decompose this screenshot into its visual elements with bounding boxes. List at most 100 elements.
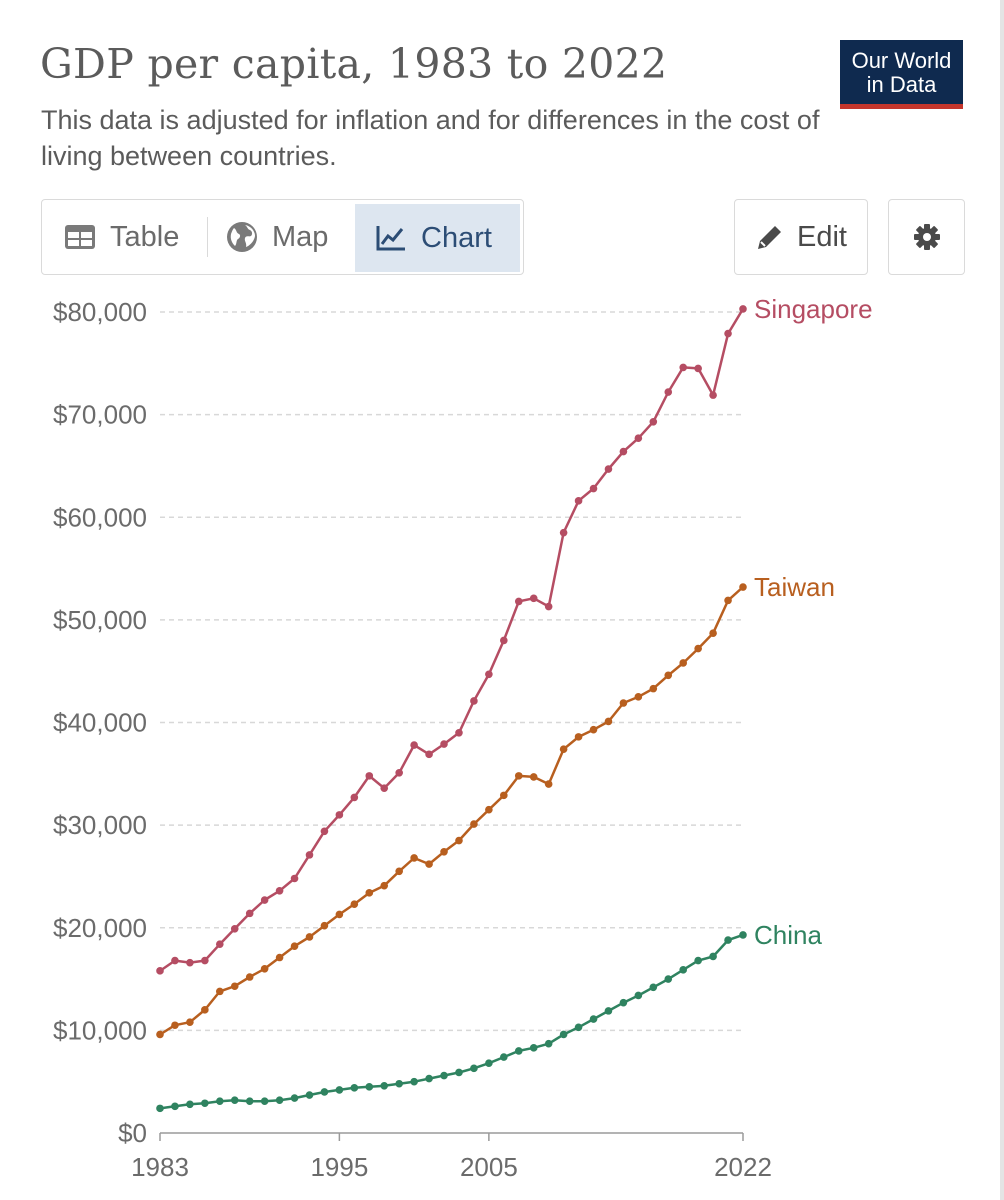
y-tick-label: $80,000	[53, 297, 147, 327]
data-point-singapore	[739, 305, 747, 313]
data-point-singapore	[664, 388, 673, 396]
data-point-singapore	[365, 772, 374, 780]
owid-logo[interactable]: Our World in Data	[840, 40, 963, 109]
series-label-singapore: Singapore	[754, 294, 873, 324]
data-point-china	[604, 1007, 613, 1015]
data-point-china	[544, 1039, 553, 1048]
data-point-singapore	[485, 670, 493, 679]
tab-chart[interactable]: Chart	[355, 204, 520, 272]
chart-subtitle: This data is adjusted for inflation and …	[41, 105, 820, 171]
edit-button-label: Edit	[797, 220, 847, 253]
data-point-taiwan	[500, 791, 508, 800]
data-point-china	[275, 1096, 284, 1104]
line-chart-icon	[376, 226, 405, 251]
data-point-singapore	[290, 874, 299, 883]
data-point-singapore	[230, 924, 239, 933]
logo-line-1: Our World	[851, 48, 952, 73]
view-tabs: Table Map Chart	[41, 199, 524, 275]
data-point-taiwan	[649, 684, 658, 693]
data-point-taiwan	[485, 805, 493, 814]
y-tick-label: $60,000	[53, 502, 147, 532]
table-icon	[65, 225, 95, 249]
x-tick-label: 1983	[131, 1152, 189, 1182]
x-tick-label: 1995	[310, 1152, 368, 1182]
data-point-taiwan	[365, 889, 374, 897]
data-point-taiwan	[290, 942, 299, 951]
data-point-taiwan	[230, 982, 239, 991]
data-point-taiwan	[619, 699, 628, 707]
data-point-singapore	[694, 364, 702, 373]
data-point-china	[440, 1071, 448, 1080]
data-point-china	[410, 1077, 418, 1086]
data-point-china	[215, 1097, 224, 1105]
data-point-china	[514, 1047, 523, 1055]
data-point-china	[156, 1104, 164, 1113]
line-chart: $0 $10,000 $20,000 $30,000 $40,000 $50,000 $60…	[53, 294, 873, 1182]
data-point-china	[470, 1064, 478, 1073]
data-point-taiwan	[380, 881, 389, 890]
edit-button[interactable]: Edit	[734, 199, 868, 275]
data-point-china	[290, 1094, 299, 1102]
data-point-singapore	[335, 811, 344, 819]
data-point-taiwan	[440, 848, 448, 856]
data-point-taiwan	[709, 629, 717, 638]
data-point-singapore	[425, 750, 433, 759]
pencil-icon	[758, 226, 781, 249]
data-point-china	[425, 1074, 433, 1083]
y-tick-label: $20,000	[53, 913, 147, 943]
data-point-taiwan	[455, 836, 463, 845]
data-point-china	[485, 1059, 493, 1068]
tab-table[interactable]: Table	[64, 200, 179, 274]
data-point-taiwan	[634, 693, 643, 701]
data-point-singapore	[679, 363, 688, 372]
tab-map[interactable]: Map	[226, 200, 328, 274]
data-point-singapore	[260, 896, 269, 904]
data-point-china	[500, 1053, 508, 1061]
data-point-singapore	[574, 497, 583, 505]
data-point-taiwan	[156, 1030, 164, 1039]
data-point-singapore	[514, 597, 523, 606]
data-point-singapore	[724, 329, 732, 338]
settings-button[interactable]	[888, 199, 965, 275]
globe-icon	[227, 222, 257, 252]
series-label-taiwan: Taiwan	[754, 572, 835, 602]
data-point-taiwan	[529, 773, 538, 781]
data-point-taiwan	[589, 725, 598, 734]
data-point-taiwan	[395, 867, 403, 876]
data-point-china	[335, 1086, 344, 1094]
data-point-china	[230, 1096, 239, 1104]
data-point-taiwan	[679, 659, 688, 667]
data-point-singapore	[619, 447, 628, 456]
data-point-taiwan	[425, 860, 433, 868]
data-point-singapore	[201, 956, 209, 965]
data-point-singapore	[215, 940, 224, 948]
chart-title: GDP per capita, 1983 to 2022	[40, 40, 668, 88]
tab-separator	[207, 217, 208, 257]
data-point-china	[649, 983, 658, 992]
data-point-singapore	[604, 465, 613, 473]
y-tick-label: $40,000	[53, 708, 147, 738]
series-line-singapore	[159, 308, 745, 972]
data-point-singapore	[305, 851, 314, 859]
data-point-singapore	[275, 887, 284, 895]
data-point-china	[395, 1079, 403, 1088]
data-point-taiwan	[724, 596, 732, 605]
x-tick-label: 2005	[460, 1152, 518, 1182]
data-point-china	[634, 991, 643, 1000]
data-point-singapore	[500, 636, 508, 645]
data-point-china	[201, 1099, 209, 1108]
y-tick-label: $30,000	[53, 810, 147, 840]
data-point-china	[559, 1030, 568, 1039]
data-point-china	[574, 1023, 583, 1032]
data-point-china	[245, 1097, 254, 1105]
y-tick-label: $0	[118, 1118, 147, 1148]
data-point-china	[171, 1102, 179, 1111]
data-point-taiwan	[410, 854, 418, 862]
data-point-taiwan	[245, 973, 254, 981]
y-tick-label: $70,000	[53, 400, 147, 430]
data-point-china	[739, 931, 747, 939]
series-line-taiwan	[159, 586, 744, 1036]
data-point-taiwan	[470, 820, 478, 828]
data-point-singapore	[186, 958, 194, 967]
data-point-china	[589, 1015, 598, 1023]
